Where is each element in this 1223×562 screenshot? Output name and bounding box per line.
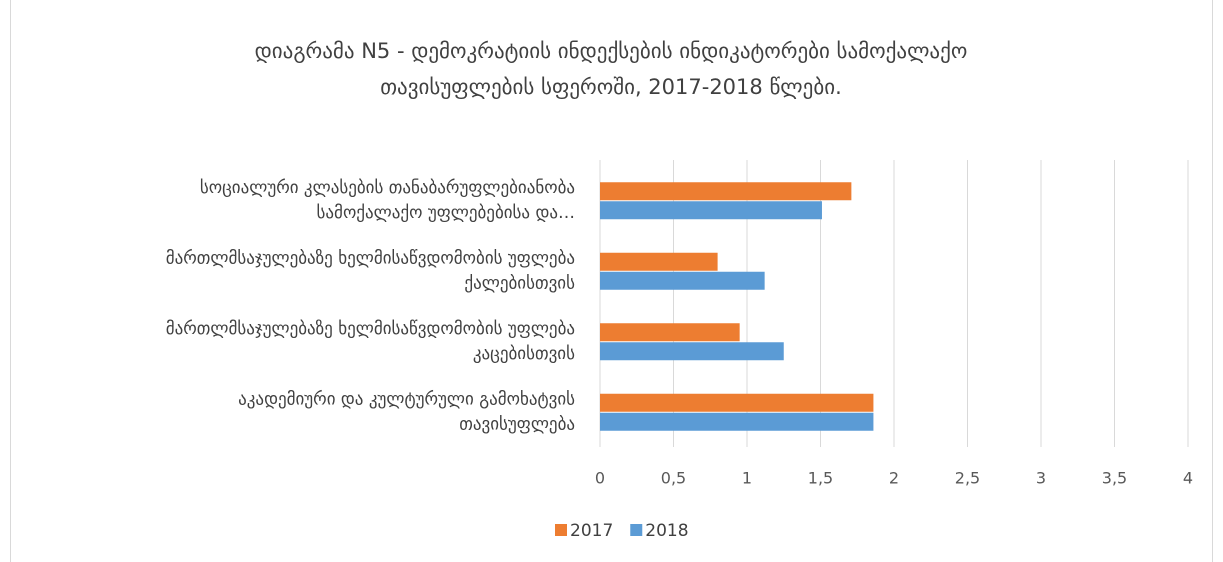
x-tick-label: 0 <box>595 469 605 488</box>
legend-label: 2018 <box>645 521 688 541</box>
y-tick-label: კაცებისთვის <box>473 344 575 364</box>
bar <box>600 323 740 342</box>
x-tick-label: 1 <box>742 469 752 488</box>
bar <box>600 252 718 271</box>
bar <box>600 271 765 290</box>
y-tick-label: აკადემიური და კულტურული გამოხატვის <box>238 389 575 409</box>
y-tick-label: მართლმსაჯულებაზე ხელმისაწვდომობის უფლება <box>166 248 575 268</box>
y-tick-label: ქალებისთვის <box>464 273 575 293</box>
legend-label: 2017 <box>570 521 613 541</box>
bar <box>600 201 822 220</box>
y-tick-label: სოციალური კლასების თანაბარუფლებიანობა <box>200 178 575 198</box>
bar <box>600 393 874 412</box>
y-tick-label: თავისუფლება <box>459 414 575 434</box>
bar <box>600 182 852 201</box>
x-tick-label: 3,5 <box>1102 469 1127 488</box>
legend-swatch <box>630 524 643 536</box>
chart-title: თავისუფლების სფეროში, 2017-2018 წლები. <box>380 75 842 99</box>
x-tick-label: 1,5 <box>808 469 833 488</box>
x-tick-label: 2,5 <box>955 469 980 488</box>
bar <box>600 342 784 361</box>
x-tick-label: 3 <box>1036 469 1046 488</box>
legend-swatch <box>555 524 567 536</box>
x-tick-label: 4 <box>1183 469 1193 488</box>
y-tick-label: სამოქალაქო უფლებებისა და… <box>317 203 575 223</box>
y-tick-label: მართლმსაჯულებაზე ხელმისაწვდომობის უფლება <box>166 319 575 339</box>
bar <box>600 412 874 431</box>
chart-title: დიაგრამა N5 - დემოკრატიის ინდექსების ინდ… <box>255 39 968 63</box>
x-tick-label: 0,5 <box>661 469 686 488</box>
x-tick-label: 2 <box>889 469 899 488</box>
